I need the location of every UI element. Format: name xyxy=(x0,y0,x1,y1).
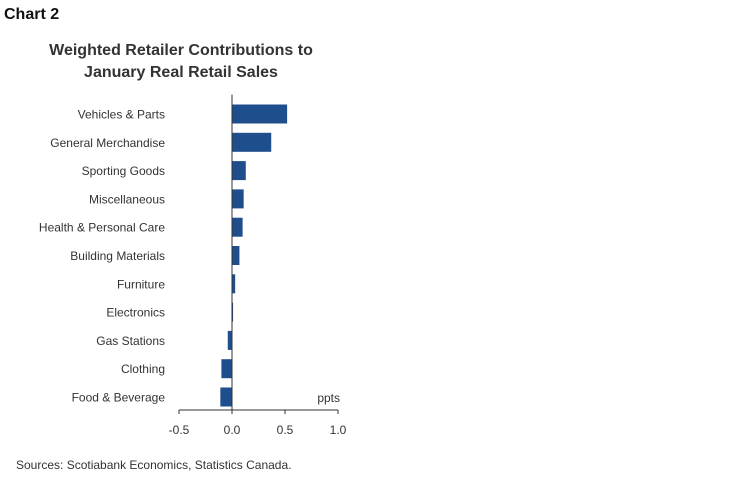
category-label-health-and-personal-care: Health & Personal Care xyxy=(39,221,165,235)
chart-title-line-2: January Real Retail Sales xyxy=(84,64,278,81)
category-label-electronics: Electronics xyxy=(106,306,165,320)
category-label-vehicles-and-parts: Vehicles & Parts xyxy=(78,108,165,122)
bar-furniture xyxy=(232,274,236,294)
x-tick-label: -0.5 xyxy=(169,423,190,437)
axes-group: -0.5 0.0 0.5 1.0 xyxy=(169,94,347,437)
bar-food-and-beverage xyxy=(220,387,232,407)
source-note: Sources: Scotiabank Economics, Statistic… xyxy=(16,458,292,472)
category-label-building-materials: Building Materials xyxy=(70,249,165,263)
x-tick-label: 0.5 xyxy=(277,423,294,437)
x-tick-label: 1.0 xyxy=(330,423,347,437)
chart-title-line-1: Weighted Retailer Contributions to xyxy=(49,42,313,59)
unit-label: ppts xyxy=(317,391,340,405)
chart-number-label: Chart 2 xyxy=(4,6,60,23)
bar-gas-stations xyxy=(227,330,232,350)
category-label-furniture: Furniture xyxy=(117,277,165,291)
x-tick-label: 0.0 xyxy=(224,423,241,437)
bar-building-materials xyxy=(232,246,240,265)
bar-electronics xyxy=(232,302,234,322)
category-labels-group: Vehicles & Parts General Merchandise Sport… xyxy=(39,108,165,405)
bar-vehicles-and-parts xyxy=(232,104,288,124)
bar-general-merchandise xyxy=(232,132,272,152)
category-label-gas-stations: Gas Stations xyxy=(96,334,165,348)
category-label-general-merchandise: General Merchandise xyxy=(50,136,165,150)
category-label-clothing: Clothing xyxy=(121,362,165,376)
bar-miscellaneous xyxy=(232,189,244,209)
bar-health-and-personal-care xyxy=(232,217,243,237)
category-label-food-and-beverage: Food & Beverage xyxy=(72,391,166,405)
category-label-miscellaneous: Miscellaneous xyxy=(89,192,165,206)
bar-clothing xyxy=(221,359,232,379)
bars-group xyxy=(220,104,288,407)
bar-sporting-goods xyxy=(232,161,246,181)
category-label-sporting-goods: Sporting Goods xyxy=(82,164,165,178)
